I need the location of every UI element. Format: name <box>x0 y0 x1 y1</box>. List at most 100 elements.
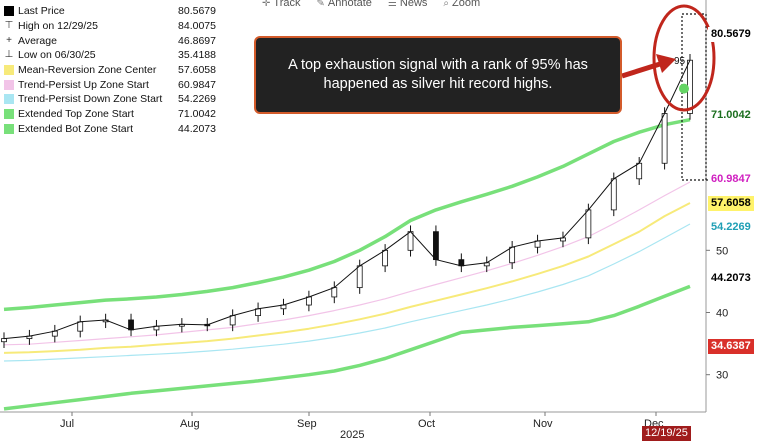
legend-swatch <box>4 65 14 76</box>
chart-toolbar: ✛ Track ✎ Annotate ☰ News ⌕ Zoom <box>262 0 480 9</box>
x-axis-year-label: 2025 <box>340 429 364 441</box>
legend-swatch <box>4 94 14 105</box>
x-tick-label: Sep <box>297 418 317 430</box>
series-line-mean-reversion-zone-center <box>3 202 691 354</box>
legend-swatch <box>4 123 14 134</box>
price-candle-body <box>128 319 134 331</box>
date-tag: 12/19/25 <box>642 426 691 441</box>
legend-label: Last Price <box>18 5 65 18</box>
price-candle-body <box>305 296 312 306</box>
legend-value: 80.5679 <box>178 5 216 18</box>
price-candle-body <box>255 308 261 317</box>
legend-row-ext-bot: Extended Bot Zone Start 44.2073 <box>4 122 216 137</box>
series-line-extended-bot-zone-start <box>3 284 691 411</box>
price-candle-body <box>331 287 338 298</box>
price-candle-body <box>458 259 465 267</box>
price-candle-body <box>433 231 439 261</box>
zoom-button[interactable]: ⌕ Zoom <box>443 0 480 9</box>
callout-arrow-shaft <box>621 61 661 79</box>
average-marker-icon: + <box>6 34 12 46</box>
legend-swatch <box>4 79 14 90</box>
legend-label: High on 12/29/25 <box>18 20 98 33</box>
legend-value: 44.2073 <box>178 122 216 135</box>
legend-value: 60.9847 <box>178 78 216 91</box>
high-marker-icon: ⊤ <box>4 20 14 32</box>
y-tick-label: 40 <box>716 308 728 320</box>
legend-value: 57.6058 <box>178 64 216 77</box>
annotation-callout: A top exhaustion signal with a rank of 9… <box>254 36 622 114</box>
price-candle-body <box>229 315 236 326</box>
mean-reversion-tag: 57.6058 <box>708 196 754 211</box>
low-tag: 34.6387 <box>708 338 754 354</box>
legend-row-tp-up: Trend-Persist Up Zone Start 60.9847 <box>4 77 216 92</box>
legend-row-last-price: Last Price 80.5679 <box>4 4 216 19</box>
last-price-tag: 80.5679 <box>708 27 754 43</box>
track-label: Track <box>273 0 301 9</box>
x-tick-label: Aug <box>180 418 200 430</box>
legend-label: Trend-Persist Down Zone Start <box>18 93 163 106</box>
price-candle-body <box>356 265 363 289</box>
legend-value: 35.4188 <box>178 49 216 62</box>
tp-down-tag: 54.2269 <box>708 220 754 236</box>
ext-bot-tag: 44.2073 <box>708 271 754 287</box>
legend-row-tp-down: Trend-Persist Down Zone Start 54.2269 <box>4 92 216 107</box>
legend-row-high: ⊤ High on 12/29/25 84.0075 <box>4 19 216 34</box>
legend-value: 46.8697 <box>178 34 216 47</box>
price-line <box>3 59 691 340</box>
magnifier-icon: ⌕ <box>443 0 450 9</box>
y-tick-label: 50 <box>716 245 728 257</box>
low-marker-icon: ⊥ <box>4 49 14 61</box>
price-candle-body <box>610 178 617 211</box>
legend-label: Trend-Persist Up Zone Start <box>18 78 149 91</box>
legend-value: 84.0075 <box>178 20 216 33</box>
annotate-button[interactable]: ✎ Annotate <box>316 0 371 9</box>
price-candle-body <box>509 246 516 264</box>
price-candle-body <box>407 231 414 251</box>
callout-text: A top exhaustion signal with a rank of 9… <box>288 57 588 92</box>
legend-row-low: ⊥ Low on 06/30/25 35.4188 <box>4 48 216 63</box>
price-candle-body <box>77 321 84 332</box>
highlight-ellipse <box>652 4 716 112</box>
signal-box <box>681 13 707 181</box>
ext-top-tag: 71.0042 <box>708 107 754 123</box>
signal-rank-label: 95 <box>674 56 686 67</box>
crosshair-icon: ✛ <box>262 0 271 9</box>
annotate-label: Annotate <box>327 0 372 9</box>
signal-marker <box>679 83 689 94</box>
legend-label: Low on 06/30/25 <box>18 49 96 62</box>
legend-label: Mean-Reversion Zone Center <box>18 64 157 77</box>
legend-label: Extended Top Zone Start <box>18 108 134 121</box>
legend-row-average: + Average 46.8697 <box>4 33 216 48</box>
series-line-trend-persist-down-zone-start <box>3 223 691 362</box>
track-button[interactable]: ✛ Track <box>262 0 300 9</box>
x-tick-label: Oct <box>418 418 435 430</box>
series-line-extended-top-zone-start <box>3 117 691 312</box>
price-candle-body <box>1 338 7 343</box>
price-candle-body <box>585 209 592 239</box>
x-tick-label: Jul <box>60 418 74 430</box>
legend-swatch <box>4 109 14 120</box>
legend-value: 54.2269 <box>178 93 216 106</box>
callout-arrowhead <box>656 54 676 73</box>
price-candle-body <box>382 249 389 267</box>
legend-row-mean-reversion: Mean-Reversion Zone Center 57.6058 <box>4 63 216 78</box>
legend-row-ext-top: Extended Top Zone Start 71.0042 <box>4 107 216 122</box>
x-tick-label: Nov <box>533 418 553 430</box>
news-icon: ☰ <box>387 0 397 9</box>
series-line-trend-persist-up-zone-start <box>3 181 691 346</box>
chart-legend: Last Price 80.5679 ⊤ High on 12/29/25 84.00… <box>4 4 216 137</box>
news-button[interactable]: ☰ News <box>388 0 427 9</box>
legend-label: Average <box>18 34 57 47</box>
price-candle-body <box>661 113 668 164</box>
y-tick-label: 30 <box>716 370 728 382</box>
tp-up-tag: 60.9847 <box>708 172 754 187</box>
price-candle-body <box>636 162 643 180</box>
zoom-label: Zoom <box>452 0 481 9</box>
news-label: News <box>399 0 428 9</box>
legend-swatch <box>4 6 14 17</box>
legend-label: Extended Bot Zone Start <box>18 122 133 135</box>
pencil-icon: ✎ <box>316 0 325 9</box>
legend-value: 71.0042 <box>178 108 216 121</box>
